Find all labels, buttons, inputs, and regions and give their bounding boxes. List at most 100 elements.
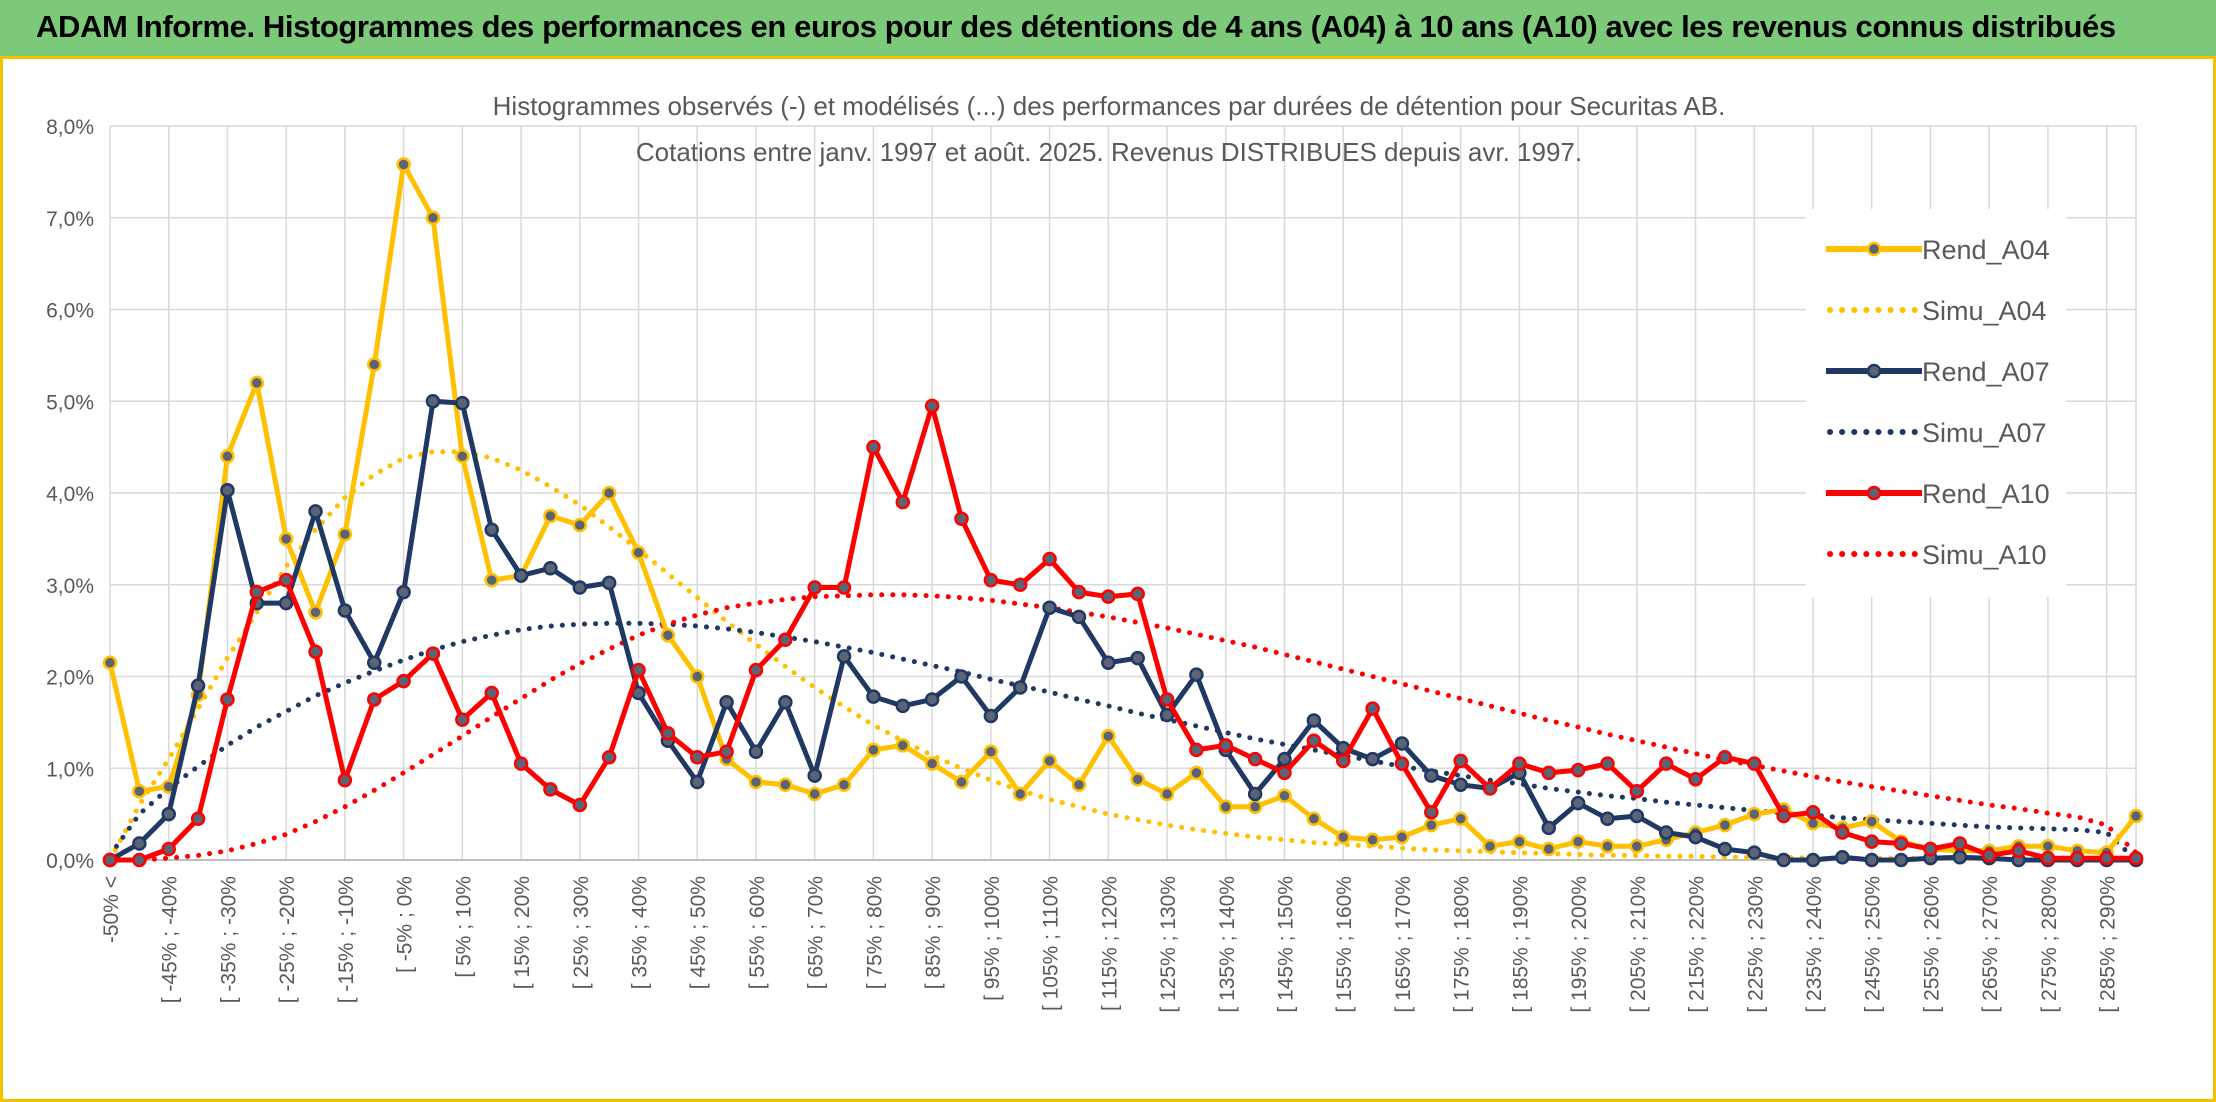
data-point [220, 692, 235, 707]
data-point [778, 632, 793, 648]
data-point [719, 744, 734, 759]
data-point [1658, 756, 1674, 771]
legend-item-rend-a10[interactable]: Rend_A10 [1826, 479, 2050, 509]
data-point [1159, 786, 1175, 802]
data-point [1453, 777, 1468, 793]
page-title: ADAM Informe. Histogrammes des performan… [36, 9, 2116, 44]
data-point [1688, 829, 1703, 845]
legend-marker [1866, 485, 1882, 501]
data-point [1482, 838, 1498, 854]
legend-label: Rend_A04 [1922, 235, 2050, 265]
data-point [866, 689, 881, 704]
data-point [836, 580, 852, 595]
data-point [954, 774, 969, 790]
data-point [1277, 751, 1292, 767]
data-point [190, 678, 206, 693]
data-point [1218, 799, 1234, 815]
x-tick-label: [ 275% ; 280% [2038, 876, 2061, 1013]
data-point [1159, 692, 1175, 707]
legend-label: Simu_A04 [1922, 296, 2047, 326]
data-point [337, 603, 353, 618]
data-point [484, 522, 499, 537]
data-point [1394, 736, 1410, 751]
data-point [1541, 820, 1557, 836]
data-point [1629, 783, 1645, 799]
data-point [954, 511, 969, 526]
x-tick-label: [ 25% ; 30% [570, 876, 593, 989]
data-point [1482, 781, 1498, 796]
data-point [455, 449, 470, 464]
data-point [132, 783, 147, 799]
data-point [1835, 849, 1850, 865]
legend-item-rend-a04[interactable]: Rend_A04 [1826, 235, 2050, 265]
chart-legend[interactable]: Rend_A04 Simu_A04 Rend_A07 Simu_A07 Rend_A10… [1806, 209, 2066, 597]
legend-item-simu-a04[interactable]: Simu_A04 [1827, 296, 2047, 326]
legend-label: Simu_A10 [1922, 540, 2047, 570]
data-point [1805, 805, 1821, 820]
data-point [983, 572, 999, 588]
legend-item-rend-a07[interactable]: Rend_A07 [1826, 357, 2050, 387]
data-point [102, 655, 118, 670]
y-tick-label: 3,0% [46, 575, 94, 598]
data-point [455, 712, 470, 727]
data-point [1570, 834, 1586, 849]
x-tick-label: [ 185% ; 190% [1509, 876, 1532, 1013]
data-point [954, 669, 969, 684]
data-point [1071, 584, 1087, 600]
data-point [1453, 811, 1468, 826]
x-tick-label: [ 105% ; 110% [1040, 876, 1063, 1011]
data-point [924, 398, 940, 414]
legend-item-simu-a10[interactable]: Simu_A10 [1827, 540, 2047, 570]
data-point [1688, 772, 1703, 787]
data-point [1071, 609, 1087, 625]
chart-subtitle: Cotations entre janv. 1997 et août. 2025… [636, 137, 1582, 167]
data-point [1130, 772, 1145, 787]
data-point [308, 605, 323, 620]
data-point [1277, 788, 1292, 804]
y-tick-label: 6,0% [46, 300, 94, 323]
data-point [484, 572, 499, 588]
data-point [601, 575, 617, 591]
data-point [807, 580, 822, 595]
x-tick-label: [ -25% ; -20% [276, 876, 299, 1003]
x-tick-label: [ 115% ; 120% [1098, 876, 1121, 1011]
data-point [1424, 768, 1439, 783]
x-tick-label: [ 55% ; 60% [746, 876, 769, 989]
data-point [689, 669, 705, 684]
data-point [425, 210, 441, 225]
data-point [807, 786, 822, 802]
data-point [1365, 701, 1380, 716]
header-banner: ADAM Informe. Histogrammes des performan… [0, 0, 2216, 59]
x-tick-label: [ 15% ; 20% [511, 876, 534, 989]
data-point [2011, 843, 2026, 859]
data-point [660, 726, 676, 741]
data-point [983, 744, 999, 759]
data-point [484, 685, 499, 701]
x-tick-label: [ 65% ; 70% [805, 876, 828, 989]
data-point [1365, 832, 1380, 848]
legend-item-simu-a07[interactable]: Simu_A07 [1827, 418, 2047, 448]
x-tick-label: [ 205% ; 210% [1627, 876, 1650, 1013]
data-point [1306, 811, 1322, 826]
data-point [1629, 838, 1645, 854]
data-point [572, 517, 588, 533]
data-point [895, 494, 911, 510]
x-tick-label: [ 125% ; 130% [1157, 876, 1180, 1013]
x-tick-label: [ -35% ; -30% [217, 876, 240, 1003]
data-point [1042, 600, 1057, 615]
data-point [748, 774, 764, 790]
data-point [601, 749, 617, 765]
data-point [1717, 817, 1733, 833]
data-point [660, 627, 676, 643]
y-tick-label: 8,0% [46, 116, 94, 139]
legend-marker [1866, 241, 1882, 257]
data-point [396, 673, 411, 689]
data-point [924, 692, 940, 707]
x-tick-label: [ 5% ; 10% [452, 876, 475, 978]
data-point [2099, 850, 2114, 866]
data-point [1189, 667, 1204, 682]
x-tick-label: [ 235% ; 240% [1803, 876, 1826, 1013]
data-point [895, 738, 911, 753]
